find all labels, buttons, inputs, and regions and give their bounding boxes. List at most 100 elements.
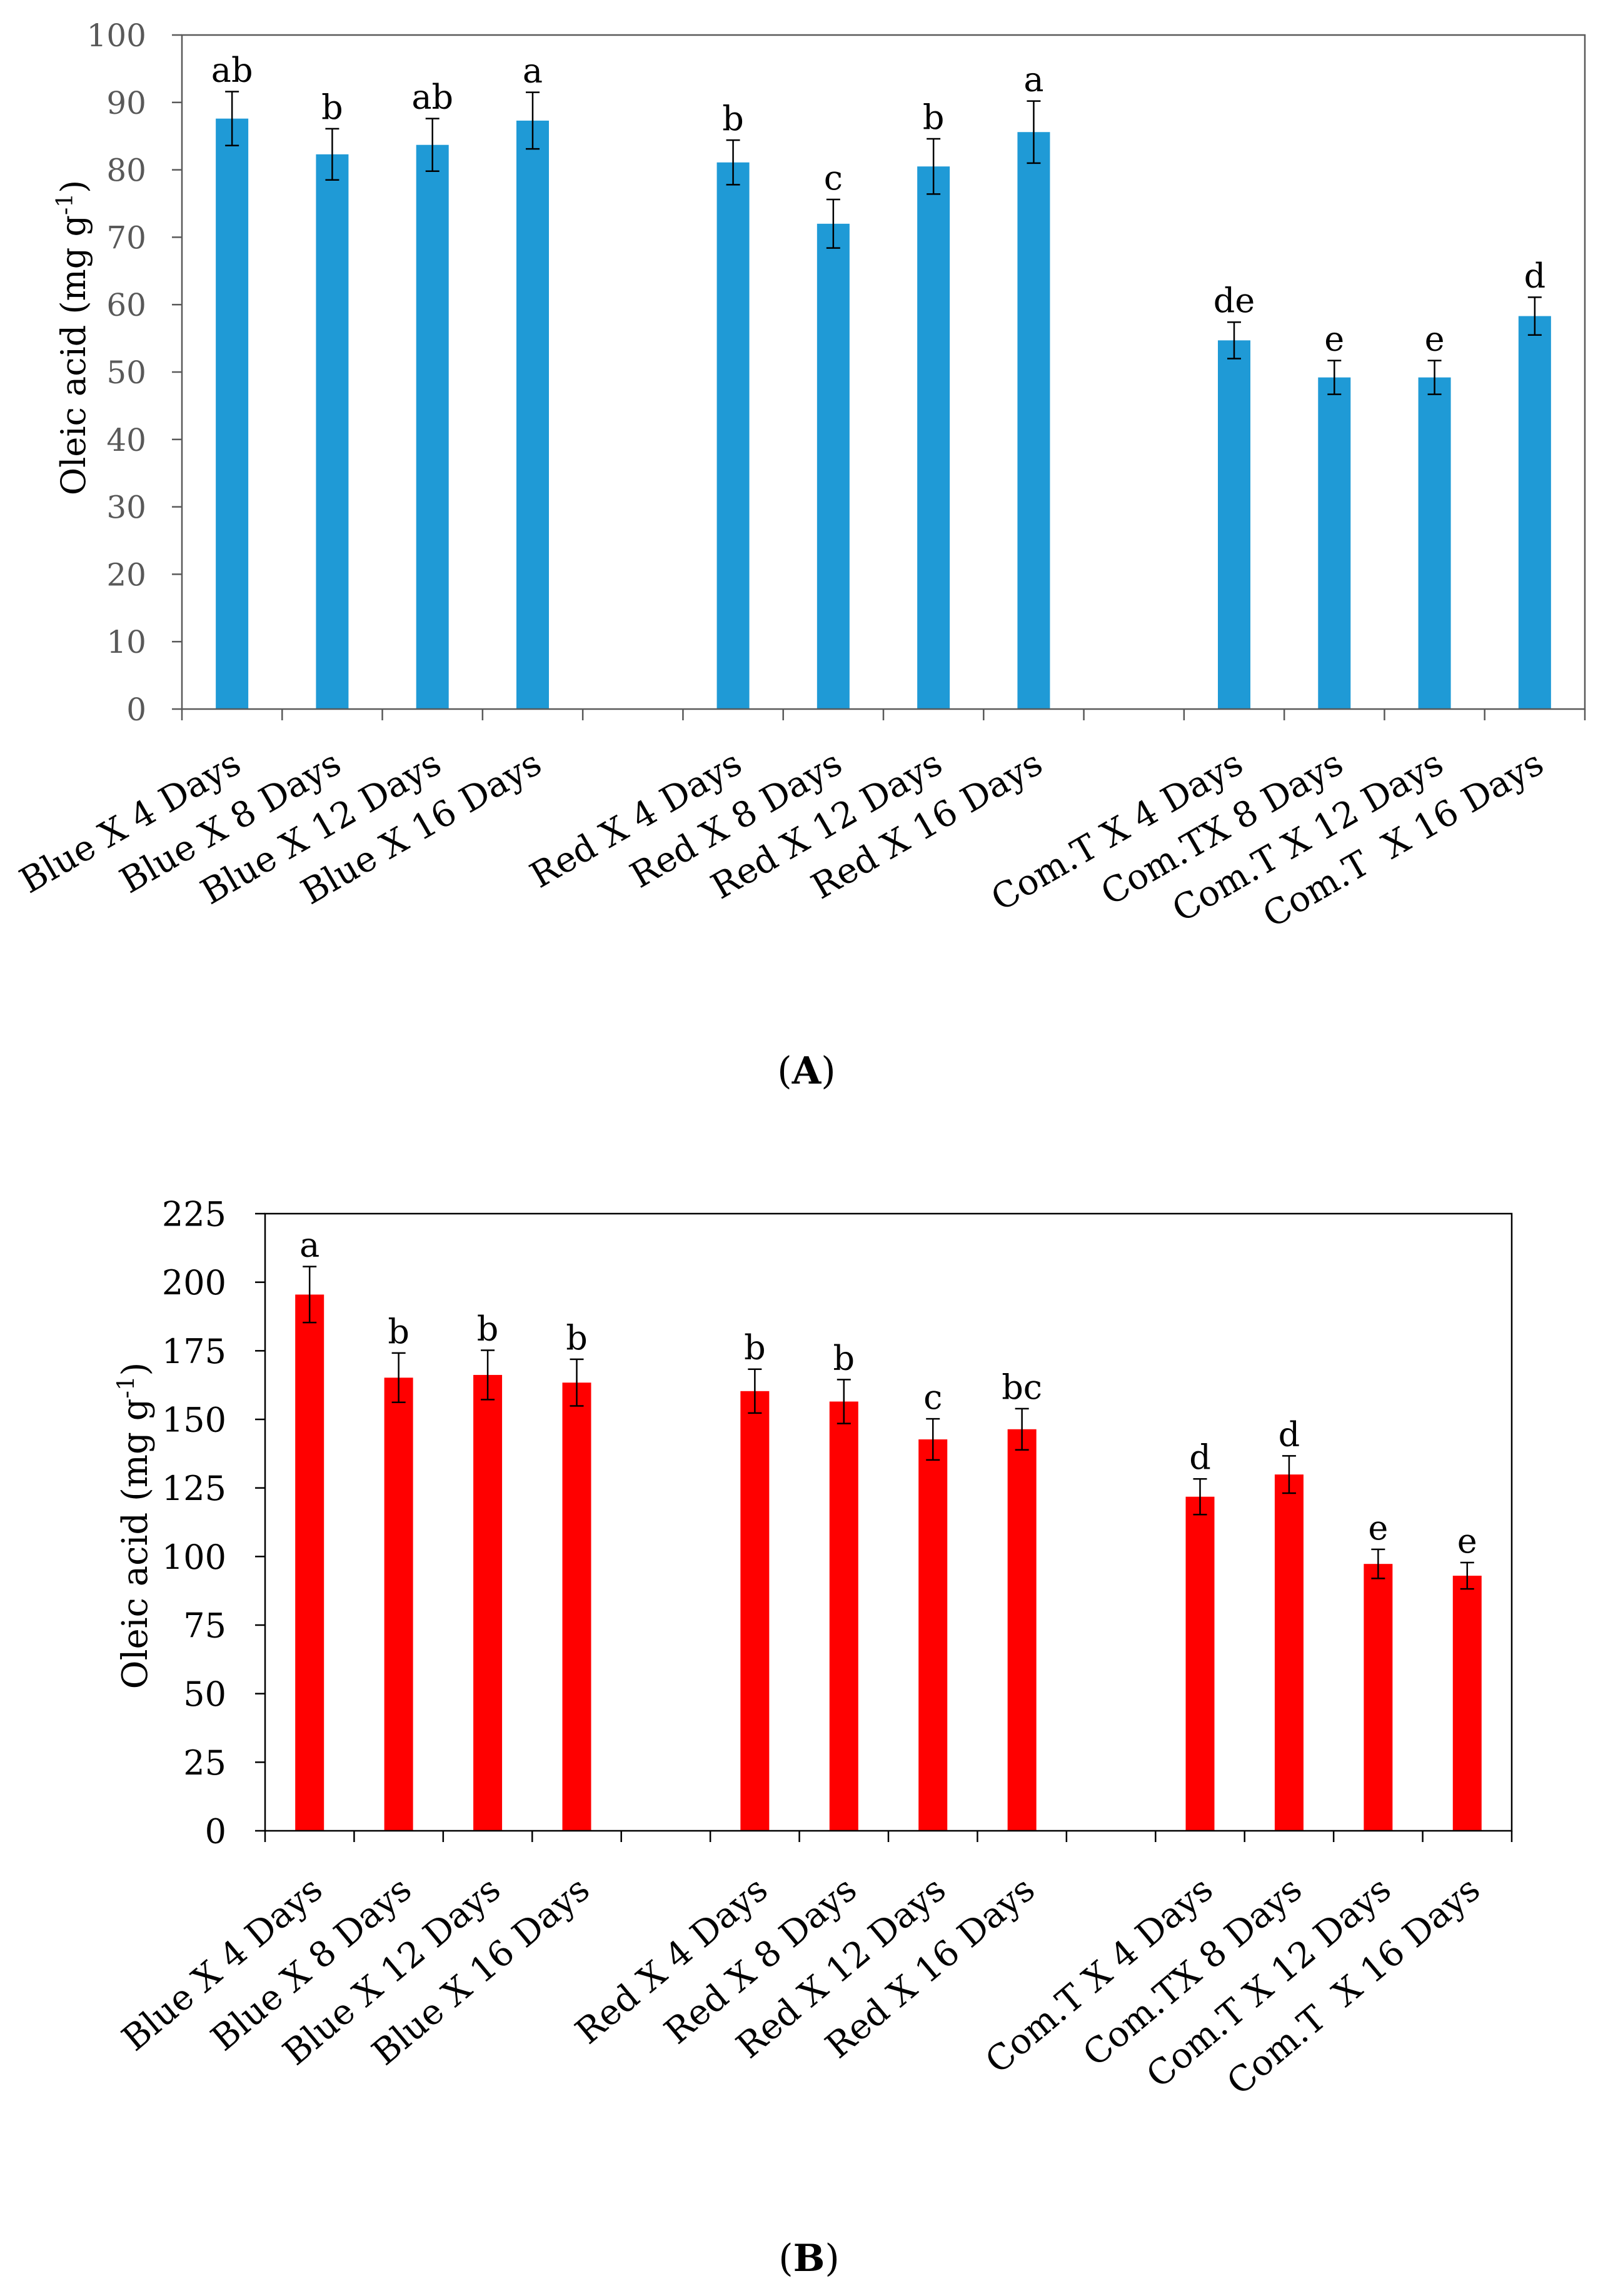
bar bbox=[829, 1401, 858, 1831]
significance-letter: b bbox=[388, 1312, 410, 1351]
y-tick-label: 40 bbox=[106, 422, 146, 458]
error-bar bbox=[325, 128, 339, 181]
caption-open-paren: ( bbox=[778, 2237, 793, 2280]
y-tick-label: 80 bbox=[106, 153, 146, 189]
significance-letter: b bbox=[566, 1318, 588, 1357]
bar bbox=[918, 1439, 948, 1831]
bar bbox=[516, 120, 549, 709]
error-bar bbox=[1371, 1548, 1385, 1579]
error-bar bbox=[1227, 321, 1241, 360]
error-bar bbox=[391, 1352, 406, 1404]
y-tick-label: 70 bbox=[106, 219, 146, 256]
error-bar bbox=[481, 1349, 495, 1401]
significance-letter: c bbox=[824, 158, 843, 198]
significance-letter: a bbox=[299, 1226, 319, 1265]
caption-open-paren: ( bbox=[777, 1049, 791, 1093]
y-tick-label: 100 bbox=[87, 18, 146, 54]
significance-letter: b bbox=[321, 88, 343, 127]
y-tick-label: 10 bbox=[106, 624, 146, 660]
panel-caption: (B) bbox=[778, 2237, 840, 2280]
significance-letter: b bbox=[722, 99, 744, 138]
y-axis: 0 25 50 75 100 125 150 175 200 225 bbox=[162, 1194, 265, 1851]
y-tick-label: 50 bbox=[183, 1674, 226, 1714]
bar bbox=[817, 223, 850, 710]
y-tick-label: 150 bbox=[162, 1400, 226, 1439]
error-bar bbox=[1193, 1478, 1207, 1516]
y-tick-label: 90 bbox=[106, 85, 146, 121]
y-tick-label: 60 bbox=[106, 287, 146, 323]
error-bars bbox=[225, 91, 1542, 395]
significance-letter: d bbox=[1189, 1438, 1211, 1477]
bar bbox=[917, 166, 950, 710]
significance-letter: c bbox=[923, 1377, 942, 1417]
significance-letter: e bbox=[1457, 1521, 1477, 1561]
panel-caption: (A) bbox=[777, 1049, 835, 1093]
bar bbox=[1185, 1496, 1215, 1831]
bar bbox=[1452, 1576, 1482, 1831]
y-tick-label: 175 bbox=[162, 1332, 226, 1371]
bar-series bbox=[295, 1294, 1482, 1831]
chart-b: Oleic acid (mg g-1) (B) 0 25 50 75 100 125 150… bbox=[113, 1194, 1513, 2280]
error-bar bbox=[570, 1358, 584, 1407]
significance-letter: ab bbox=[211, 51, 253, 90]
error-bar bbox=[1460, 1561, 1474, 1590]
significance-letter: b bbox=[477, 1309, 499, 1348]
significance-letter: ab bbox=[411, 78, 453, 117]
error-bar bbox=[526, 91, 540, 150]
significance-letter: b bbox=[744, 1328, 766, 1367]
bar bbox=[1007, 1429, 1037, 1831]
y-tick-label: 225 bbox=[162, 1194, 226, 1234]
significance-letter: b bbox=[923, 98, 945, 137]
error-bar bbox=[225, 91, 239, 147]
bar bbox=[1017, 132, 1050, 709]
y-tick-label: 125 bbox=[162, 1469, 226, 1508]
caption-panel-letter: B bbox=[793, 2237, 825, 2280]
y-tick-label: 0 bbox=[126, 692, 146, 728]
y-axis-label: Oleic acid (mg g-1) bbox=[113, 1362, 156, 1689]
significance-letter: d bbox=[1279, 1414, 1300, 1454]
bar bbox=[473, 1374, 503, 1831]
y-axis-label-close: ) bbox=[54, 180, 93, 193]
bar-series bbox=[216, 118, 1551, 710]
y-tick-label: 0 bbox=[205, 1811, 226, 1851]
error-bar bbox=[303, 1266, 317, 1324]
y-axis-label-superscript: -1 bbox=[113, 1376, 139, 1399]
caption-close-paren: ) bbox=[825, 2237, 839, 2280]
bar bbox=[1518, 316, 1551, 709]
bar bbox=[295, 1294, 324, 1831]
caption-panel-letter: A bbox=[791, 1049, 822, 1093]
error-bar bbox=[1427, 360, 1442, 395]
error-bar bbox=[837, 1379, 851, 1424]
y-axis-label-text: Oleic acid (mg g bbox=[115, 1399, 156, 1689]
bar bbox=[384, 1377, 413, 1831]
significance-letter: bc bbox=[1002, 1367, 1042, 1407]
y-axis-label-close: ) bbox=[115, 1362, 156, 1376]
significance-letter: d bbox=[1524, 256, 1546, 295]
error-bar bbox=[726, 139, 740, 186]
bar bbox=[216, 118, 249, 709]
y-axis-label-superscript: -1 bbox=[53, 193, 78, 215]
error-bar bbox=[926, 1417, 940, 1461]
error-bars bbox=[303, 1266, 1474, 1590]
bar bbox=[316, 154, 349, 709]
bar bbox=[1218, 340, 1250, 709]
significance-letter: e bbox=[1368, 1508, 1388, 1548]
error-bar bbox=[1015, 1407, 1029, 1451]
y-axis: 0 10 20 30 40 50 60 70 80 90 100 bbox=[87, 18, 182, 728]
caption-close-paren: ) bbox=[821, 1049, 835, 1093]
error-bar bbox=[1327, 360, 1342, 395]
y-tick-label: 30 bbox=[106, 490, 146, 526]
significance-letter: de bbox=[1214, 281, 1255, 320]
bar bbox=[1364, 1564, 1393, 1831]
bar bbox=[1318, 377, 1351, 709]
y-tick-label: 200 bbox=[162, 1263, 226, 1302]
bar bbox=[1418, 377, 1451, 709]
y-axis-label-text: Oleic acid (mg g bbox=[54, 215, 93, 495]
bar bbox=[716, 162, 750, 709]
error-bar bbox=[826, 198, 840, 249]
significance-letter: e bbox=[1324, 320, 1344, 359]
